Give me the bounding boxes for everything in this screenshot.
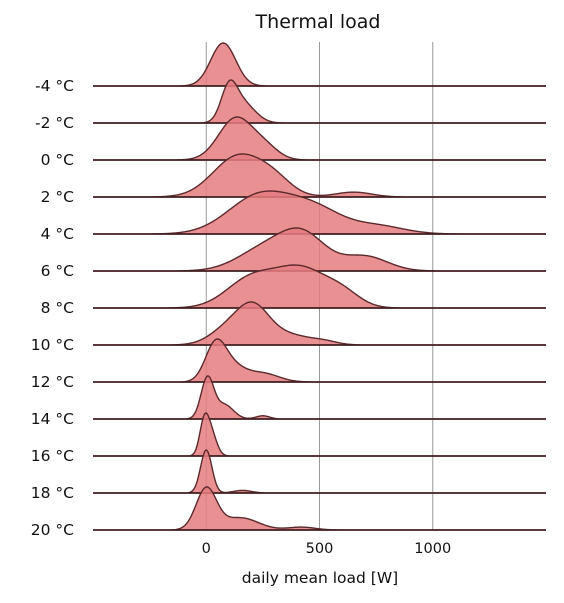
y-tick-label: 8 °C (41, 299, 74, 317)
ridge-10 (93, 412, 546, 457)
y-tick-label: 10 °C (31, 336, 74, 354)
ridge-0 (93, 42, 546, 87)
ridge-3 (93, 153, 546, 198)
y-tick-label: 4 °C (41, 225, 74, 243)
ridge-1 (93, 79, 546, 124)
y-tick-label: 20 °C (31, 521, 74, 539)
y-tick-label: 0 °C (41, 151, 74, 169)
x-tick-label: 0 (202, 541, 211, 557)
x-tick-label: 500 (306, 541, 334, 557)
ridge-9 (93, 375, 546, 420)
x-tick-labels: 0 500 1000 (202, 541, 452, 557)
y-tick-labels: -4 °C -2 °C 0 °C 2 °C 4 °C 6 °C 8 °C 10 °C 12 °C… (31, 77, 74, 539)
ridge-7 (93, 301, 546, 346)
ridge-8 (93, 338, 546, 383)
ridge-4 (93, 190, 546, 235)
y-tick-label: -4 °C (35, 77, 74, 95)
ridge-12 (93, 486, 546, 531)
y-tick-label: 16 °C (31, 447, 74, 465)
ridge-5 (93, 227, 546, 272)
x-axis-label: daily mean load [W] (242, 569, 398, 587)
ridge-2 (93, 116, 546, 161)
chart-title: Thermal load (255, 11, 381, 33)
y-tick-label: 12 °C (31, 373, 74, 391)
y-tick-label: -2 °C (35, 114, 74, 132)
y-tick-label: 14 °C (31, 410, 74, 428)
y-tick-label: 18 °C (31, 484, 74, 502)
y-tick-label: 6 °C (41, 262, 74, 280)
ridge-11 (93, 449, 546, 494)
y-tick-label: 2 °C (41, 188, 74, 206)
ridges (93, 42, 546, 531)
x-tick-label: 1000 (414, 541, 451, 557)
ridge-6 (93, 264, 546, 309)
